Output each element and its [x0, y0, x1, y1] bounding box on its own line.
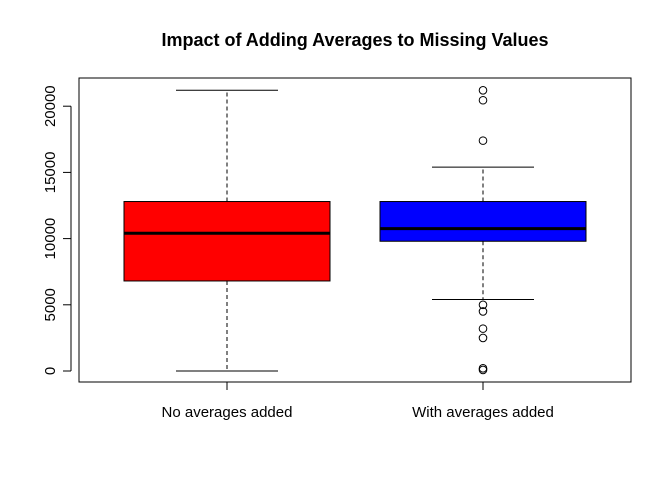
outlier-point	[478, 307, 488, 316]
y-tick-label: 5000	[42, 288, 59, 321]
outlier-point	[478, 333, 488, 343]
plot-area: 0 5000 10000 15000 20000 No averages added Wit…	[42, 77, 632, 421]
x-tick-label: With averages added	[412, 404, 554, 421]
outlier-point	[478, 300, 488, 310]
y-tick-label: 0	[42, 367, 59, 375]
chart-title: Impact of Adding Averages to Missing Val…	[161, 30, 548, 50]
box-iqr	[123, 201, 331, 282]
outlier-point	[478, 86, 488, 95]
y-tick-label: 15000	[42, 152, 59, 194]
x-tick-label: No averages added	[162, 404, 293, 421]
outlier-point	[478, 365, 488, 375]
outlier-point	[478, 136, 488, 145]
outlier-point	[478, 95, 488, 105]
box-iqr	[379, 201, 587, 242]
outlier-point	[478, 324, 488, 333]
y-tick-label: 10000	[42, 218, 59, 260]
y-tick-label: 20000	[42, 85, 59, 127]
